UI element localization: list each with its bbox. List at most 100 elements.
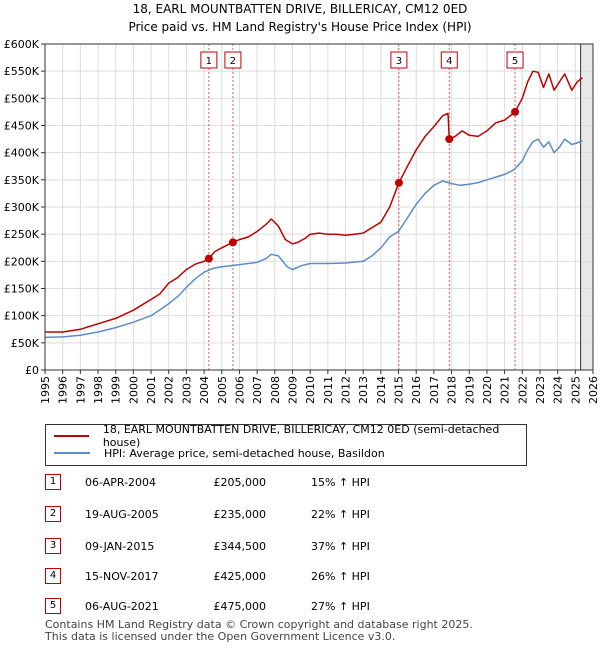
sale-point [511, 107, 520, 116]
sale-point [394, 178, 403, 187]
sale-row: 5 06-AUG-2021 £475,000 27% ↑ HPI [45, 598, 445, 614]
x-tick-label: 2020 [481, 376, 494, 404]
legend-label-property: 18, EARL MOUNTBATTEN DRIVE, BILLERICAY, … [102, 423, 500, 449]
sale-marker-label: 4 [446, 56, 452, 67]
y-tick-label: £500K [4, 92, 40, 105]
sale-marker-label: 3 [396, 56, 402, 67]
chart-title-line2: Price paid vs. HM Land Registry's House … [128, 20, 472, 34]
x-tick-label: 2019 [463, 376, 476, 404]
sale-hpi-change: 26% ↑ HPI [311, 570, 370, 583]
x-tick-label: 2025 [569, 376, 582, 404]
x-tick-label: 2001 [145, 376, 158, 404]
sale-row: 2 19-AUG-2005 £235,000 22% ↑ HPI [45, 506, 445, 522]
x-tick-label: 2017 [428, 376, 441, 404]
sale-row: 4 15-NOV-2017 £425,000 26% ↑ HPI [45, 568, 445, 584]
y-tick-label: £250K [4, 228, 40, 241]
sale-hpi-change: 22% ↑ HPI [311, 508, 370, 521]
x-tick-label: 2018 [446, 376, 459, 404]
sale-marker-box [224, 51, 242, 69]
x-tick-label: 2014 [375, 376, 388, 404]
y-tick-label: £150K [4, 283, 40, 296]
sale-marker-box [506, 51, 524, 69]
y-tick-label: £550K [4, 65, 40, 78]
legend-item-property: 18, EARL MOUNTBATTEN DRIVE, BILLERICAY, … [54, 423, 526, 449]
sale-date: 06-AUG-2021 [85, 600, 159, 613]
x-tick-label: 1995 [39, 376, 52, 404]
x-tick-label: 1996 [57, 376, 70, 404]
x-tick-label: 2021 [499, 376, 512, 404]
x-tick-label: 2011 [322, 376, 335, 404]
chart-title: 18, EARL MOUNTBATTEN DRIVE, BILLERICAY, … [0, 0, 600, 36]
x-tick-label: 2015 [393, 376, 406, 404]
sale-date: 09-JAN-2015 [85, 540, 155, 553]
x-tick-label: 2000 [127, 376, 140, 404]
sale-marker-box [440, 51, 458, 69]
sale-hpi-change: 37% ↑ HPI [311, 540, 370, 553]
chart-title-line1: 18, EARL MOUNTBATTEN DRIVE, BILLERICAY, … [132, 2, 468, 16]
sale-marker-label: 2 [230, 56, 236, 67]
sale-point [204, 254, 213, 263]
sale-price: £425,000 [213, 570, 267, 583]
x-tick-label: 2004 [198, 376, 211, 404]
x-tick-label: 2006 [233, 376, 246, 404]
y-tick-label: £400K [4, 147, 40, 160]
legend-label-hpi: HPI: Average price, semi-detached house,… [104, 446, 385, 460]
sale-marker-box [200, 51, 218, 69]
x-tick-label: 2024 [552, 376, 565, 404]
x-tick-label: 2016 [410, 376, 423, 404]
sale-number-badge: 1 [45, 474, 61, 490]
y-tick-label: £50K [11, 337, 40, 350]
x-tick-label: 2022 [516, 376, 529, 404]
x-tick-label: 2023 [534, 376, 547, 404]
y-tick-label: £600K [4, 38, 40, 51]
sale-marker-box [390, 51, 408, 69]
x-tick-label: 1999 [110, 376, 123, 404]
sale-marker-label: 1 [206, 56, 212, 67]
x-tick-label: 2013 [357, 376, 370, 404]
sale-price: £235,000 [213, 508, 267, 521]
sale-marker-label: 5 [512, 56, 518, 67]
legend-swatch-property [54, 435, 89, 437]
x-tick-label: 2009 [286, 376, 299, 404]
price-chart: 1 2 3 4 5 £0 £50K £100K £150K £200K £250K £300K £350… [4, 38, 600, 404]
footer-line2: This data is licensed under the Open Gov… [45, 630, 396, 643]
x-tick-label: 2008 [269, 376, 282, 404]
sale-row: 3 09-JAN-2015 £344,500 37% ↑ HPI [45, 538, 445, 554]
y-tick-label: £350K [4, 174, 40, 187]
x-tick-label: 2010 [304, 376, 317, 404]
x-tick-label: 1997 [74, 376, 87, 404]
sale-date: 15-NOV-2017 [85, 570, 159, 583]
series-line-hpi [44, 138, 583, 339]
legend-swatch-hpi [54, 452, 90, 454]
sale-date: 06-APR-2004 [85, 476, 157, 489]
x-tick-label: 2005 [216, 376, 229, 404]
chart-legend: 18, EARL MOUNTBATTEN DRIVE, BILLERICAY, … [45, 423, 527, 466]
footer-attribution: Contains HM Land Registry data © Crown c… [45, 619, 473, 643]
y-tick-label: £300K [4, 201, 40, 214]
sale-row: 1 06-APR-2004 £205,000 15% ↑ HPI [45, 474, 445, 490]
series-line-property [45, 70, 583, 333]
y-tick-label: £200K [4, 255, 40, 268]
x-tick-label: 2003 [180, 376, 193, 404]
sale-hpi-change: 15% ↑ HPI [311, 476, 370, 489]
sale-number-badge: 5 [45, 598, 61, 614]
x-tick-label: 2012 [340, 376, 353, 404]
sale-number-badge: 4 [45, 568, 61, 584]
sale-hpi-change: 27% ↑ HPI [311, 600, 370, 613]
x-tick-label: 1998 [92, 376, 105, 404]
sale-number-badge: 3 [45, 538, 61, 554]
sale-point [445, 135, 454, 144]
sale-point [228, 238, 237, 247]
sale-price: £344,500 [213, 540, 267, 553]
legend-item-hpi: HPI: Average price, semi-detached house,… [54, 445, 385, 461]
sale-date: 19-AUG-2005 [85, 508, 159, 521]
x-tick-label: 2007 [251, 376, 264, 404]
sale-price: £475,000 [213, 600, 267, 613]
sale-number-badge: 2 [45, 506, 61, 522]
x-tick-label: 2026 [587, 376, 600, 404]
y-tick-label: £0 [25, 364, 39, 377]
sale-price: £205,000 [213, 476, 267, 489]
x-tick-label: 2002 [163, 376, 176, 404]
y-tick-label: £100K [4, 310, 40, 323]
y-tick-label: £450K [4, 120, 40, 133]
